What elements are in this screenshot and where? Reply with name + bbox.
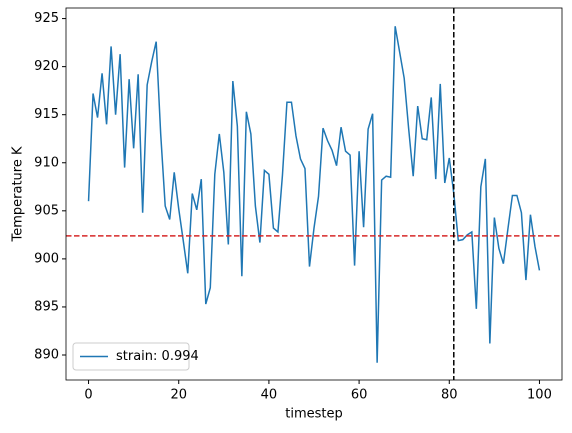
y-tick-label: 915 (34, 107, 59, 122)
y-tick-label: 900 (34, 251, 59, 266)
y-tick-label: 910 (34, 155, 59, 170)
legend-label: strain: 0.994 (116, 349, 199, 364)
x-tick-label: 0 (84, 388, 92, 403)
x-tick-label: 20 (170, 388, 187, 403)
x-tick-label: 80 (441, 388, 458, 403)
y-tick-label: 925 (34, 11, 59, 26)
x-tick-label: 60 (351, 388, 368, 403)
x-axis-label: timestep (285, 407, 343, 422)
data-line (87, 26, 541, 363)
y-tick-label: 920 (34, 59, 59, 74)
y-tick-label: 890 (34, 348, 59, 363)
x-tick-label: 40 (261, 388, 278, 403)
y-tick-label: 905 (34, 203, 59, 218)
x-tick-label: 100 (527, 388, 552, 403)
legend-box (72, 342, 190, 371)
plot-frame (65, 7, 563, 381)
y-tick-label: 895 (34, 299, 59, 314)
y-axis-label: Temperature K (11, 146, 26, 242)
